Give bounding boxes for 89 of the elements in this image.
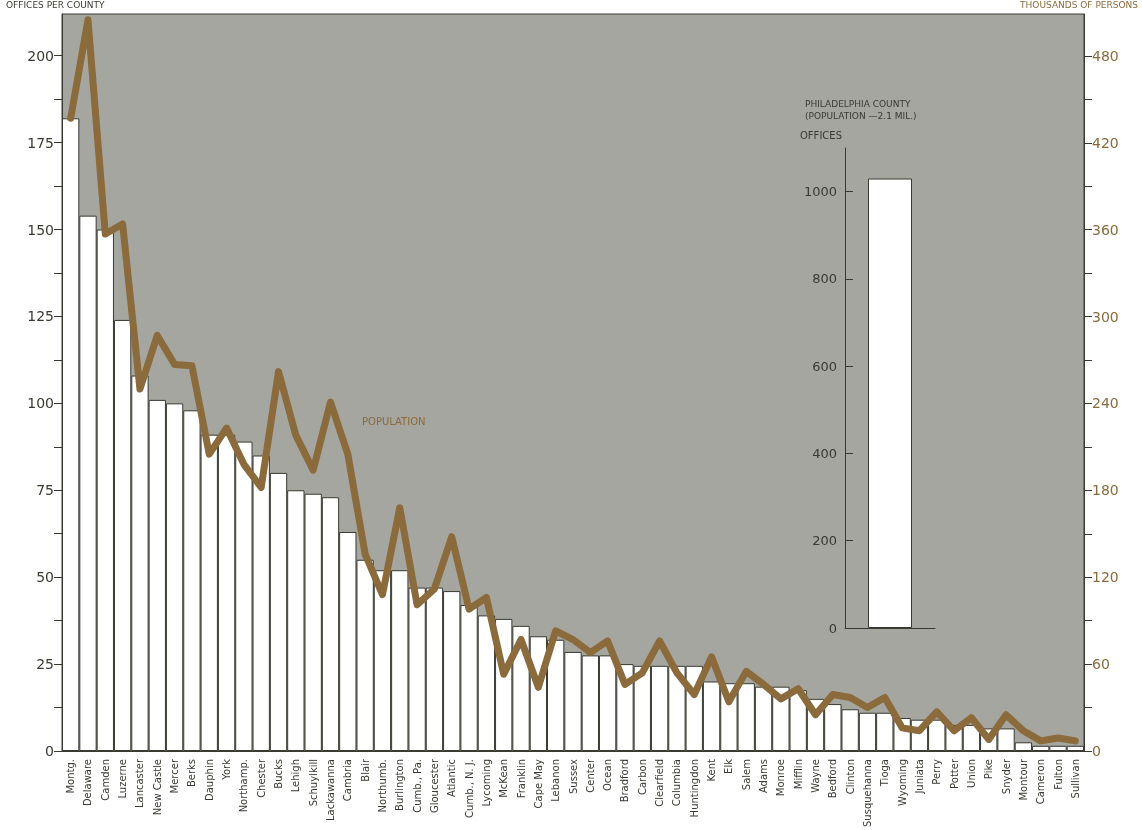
x-tick-label: Cumb., N. J. (463, 759, 475, 818)
x-tick-label: Center (584, 758, 596, 793)
x-tick-label: Lancaster (134, 758, 146, 809)
y2-tick-label: 0 (1092, 743, 1101, 759)
y-tick-label: 200 (812, 533, 837, 549)
x-tick-label: Mercer (169, 758, 181, 794)
y-tick-label: 1000 (803, 184, 837, 200)
x-tick-label: Elk (723, 758, 735, 774)
x-tick-label: Wyoming (896, 759, 908, 806)
x-tick-label: Chester (255, 758, 267, 798)
x-tick-label: Atlantic (446, 759, 458, 798)
x-tick-label: Bucks (273, 759, 285, 789)
x-tick-label: Montg. (65, 759, 77, 794)
x-tick-label: Burlington (394, 759, 406, 811)
x-tick-label: Perry (931, 758, 943, 785)
x-tick-label: Berks (186, 759, 198, 788)
x-tick-label: Sussex (567, 758, 579, 794)
x-tick-label: Susquehanna (861, 759, 873, 828)
x-tick-label: Montour (1017, 758, 1029, 801)
y-tick-label: 150 (27, 221, 54, 238)
x-tick-label: Cape May (532, 758, 544, 809)
x-tick-label: Lycoming (480, 759, 492, 807)
x-tick-label: Snyder (1000, 758, 1012, 795)
y2-tick-label: 180 (1092, 482, 1119, 499)
y-tick-label: 50 (36, 569, 54, 586)
x-tick-label: Lehigh (290, 759, 302, 793)
y2-axis-title: THOUSANDS OF PERSONS (1019, 0, 1139, 10)
x-tick-label: Adams (758, 759, 770, 794)
x-tick-label: Salem (740, 759, 752, 791)
x-tick-label: Delaware (82, 759, 94, 807)
x-tick-label: McKean (498, 759, 510, 798)
x-tick-label: Bradford (619, 759, 631, 803)
x-tick-label: Camden (99, 759, 111, 801)
x-tick-label: Dauphin (203, 759, 215, 801)
x-tick-label: Cameron (1035, 759, 1047, 805)
x-tick-label: Huntingdon (688, 759, 700, 818)
x-tick-label: Northamp. (238, 759, 250, 813)
y-tick-label: 75 (36, 482, 54, 499)
y-tick-label: 200 (27, 47, 54, 64)
chart-title: PHILADELPHIA COUNTY (805, 98, 911, 109)
x-tick-label: Lackawanna (324, 759, 336, 822)
x-tick-label: Union (965, 759, 977, 788)
x-tick-label: Luzerne (117, 759, 129, 799)
y2-tick-label: 240 (1092, 395, 1119, 412)
x-tick-label: Carbon (636, 759, 648, 796)
x-tick-label: Clinton (844, 759, 856, 795)
x-tick-label: Northumb. (376, 759, 388, 813)
y2-tick-label: 480 (1092, 47, 1119, 64)
y-tick-label: 0 (828, 620, 837, 636)
x-tick-label: Gloucester (428, 758, 440, 814)
y2-tick-label: 420 (1092, 134, 1119, 151)
x-tick-label: Schuylkill (307, 759, 319, 807)
y-tick-label: 175 (27, 134, 54, 151)
x-tick-label: Potter (948, 758, 960, 789)
y-tick-label: 25 (36, 656, 54, 673)
y-tick-label: 600 (812, 358, 837, 374)
x-tick-label: Lebanon (550, 759, 562, 802)
x-tick-label: Juniata (913, 759, 925, 795)
y-axis-title: OFFICES (800, 129, 842, 141)
x-tick-label: York (221, 758, 233, 781)
x-tick-label: Pike (983, 759, 995, 780)
y2-tick-label: 360 (1092, 221, 1119, 238)
chart-subtitle: (POPULATION —2.1 MIL.) (805, 110, 917, 121)
y2-tick-label: 120 (1092, 569, 1119, 586)
x-tick-label: Wayne (810, 759, 822, 793)
x-tick-label: Monroe (775, 759, 787, 797)
y2-tick-label: 60 (1092, 656, 1110, 673)
y2-tick-label: 300 (1092, 308, 1119, 325)
x-tick-label: Cumb., Pa. (411, 759, 423, 813)
x-tick-label: Kent (706, 758, 718, 782)
x-tick-label: Franklin (515, 759, 527, 799)
x-tick-label: New Castle (151, 759, 163, 816)
y-tick-label: 800 (812, 271, 837, 287)
x-tick-label: Sullivan (1069, 759, 1081, 799)
x-tick-label: Ocean (602, 759, 614, 791)
x-tick-label: Fulton (1052, 759, 1064, 790)
y-tick-label: 100 (27, 395, 54, 412)
x-tick-label: Cambria (342, 759, 354, 802)
annotation: POPULATION (362, 415, 426, 427)
y-axis-title: OFFICES PER COUNTY (6, 0, 106, 10)
x-tick-label: Clearfield (654, 759, 666, 807)
x-tick-label: Columbia (671, 759, 683, 807)
x-tick-label: Bedford (827, 759, 839, 799)
x-tick-label: Blair (359, 758, 371, 782)
y-tick-label: 0 (45, 743, 54, 759)
x-tick-label: Tioga (879, 759, 891, 788)
x-tick-label: Mifflin (792, 759, 804, 790)
y-tick-label: 400 (812, 445, 837, 461)
y-tick-label: 125 (27, 308, 54, 325)
